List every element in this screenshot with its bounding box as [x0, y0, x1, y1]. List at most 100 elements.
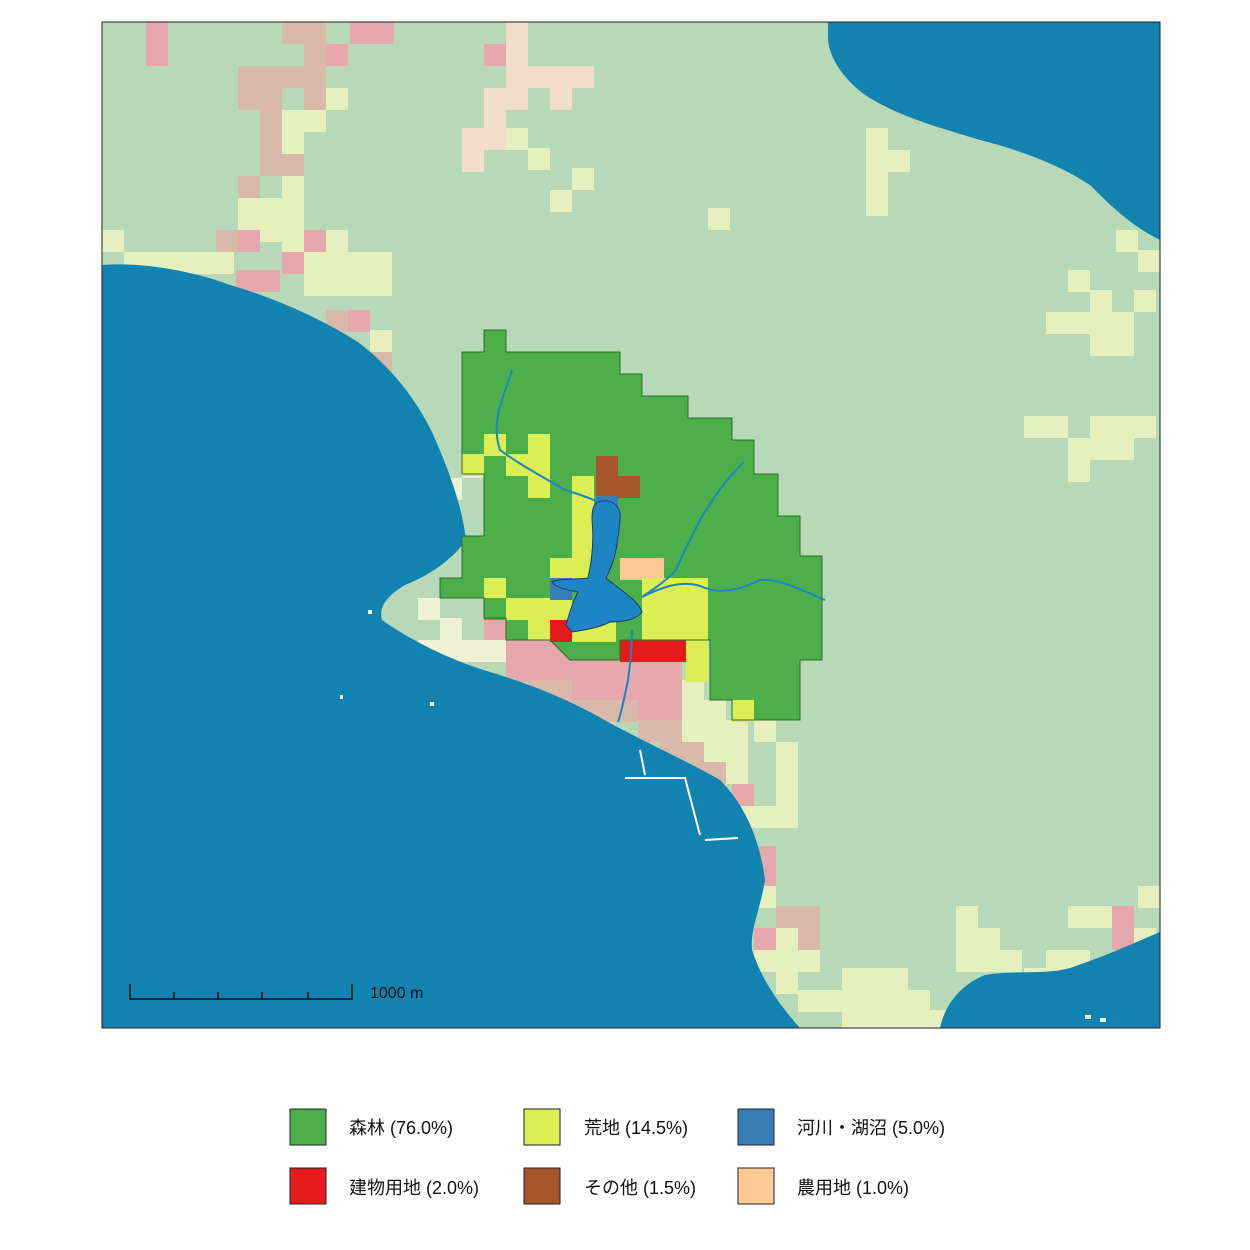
legend-label-farmland: 農用地 (1.0%): [797, 1178, 909, 1198]
background-cell: [326, 88, 348, 110]
background-cell: [462, 128, 484, 150]
background-cell: [754, 742, 776, 764]
background-cell: [908, 990, 930, 1012]
scale-bar-label: 1000 m: [370, 985, 423, 1002]
background-cell: [506, 660, 528, 682]
background-cell: [304, 88, 326, 110]
legend-swatch-other: [523, 1167, 561, 1205]
background-cell: [594, 700, 616, 722]
background-cell: [864, 990, 886, 1012]
study-area-cell: [572, 536, 594, 558]
background-cell: [726, 720, 748, 742]
background-cell: [260, 110, 282, 132]
background-cell: [238, 88, 260, 110]
legend-label-forest: 森林 (76.0%): [349, 1118, 453, 1138]
background-cell: [956, 906, 978, 928]
background-cell: [1090, 438, 1112, 460]
background-cell: [1138, 886, 1160, 908]
background-cell: [238, 176, 260, 198]
background-cell: [978, 950, 1000, 972]
background-cell: [304, 252, 326, 274]
background-cell: [754, 784, 776, 806]
study-area-cell: [642, 558, 664, 580]
background-cell: [212, 252, 234, 274]
background-cell: [682, 742, 704, 764]
background-cell: [682, 720, 704, 742]
background-cell: [506, 88, 528, 110]
background-cell: [370, 274, 392, 296]
background-cell: [754, 720, 776, 742]
study-area-cell: [664, 598, 686, 620]
background-cell: [282, 110, 304, 132]
background-cell: [1068, 460, 1090, 482]
scale-bar-ticks: [173, 992, 309, 999]
background-cell: [236, 270, 258, 292]
background-cell: [260, 66, 282, 88]
background-cell: [146, 22, 168, 44]
background-cell: [304, 66, 326, 88]
background-cell: [550, 88, 572, 110]
background-cell: [350, 22, 372, 44]
background-cell: [260, 220, 282, 242]
background-cell: [238, 230, 260, 252]
background-cell: [348, 310, 370, 332]
background-cell: [594, 680, 616, 702]
background-cell: [348, 274, 370, 296]
legend-label-water: 河川・湖沼 (5.0%): [797, 1118, 945, 1138]
background-cell: [238, 66, 260, 88]
background-cell: [1046, 950, 1068, 972]
background-cell: [1090, 334, 1112, 356]
study-area-cell: [572, 496, 594, 518]
background-cell: [146, 44, 168, 66]
study-area-cell: [664, 640, 686, 662]
background-cell: [864, 968, 886, 990]
background-cell: [704, 742, 726, 764]
breakwater-1: [625, 777, 701, 836]
background-cell: [304, 44, 326, 66]
background-cell: [260, 154, 282, 176]
background-cell: [462, 618, 484, 640]
background-cell: [798, 928, 820, 950]
background-cell: [326, 310, 348, 332]
islet: [1085, 1015, 1091, 1019]
scale-bar: [129, 984, 353, 1000]
background-cell: [616, 680, 638, 702]
background-cell: [304, 22, 326, 44]
legend-swatch-building: [289, 1167, 327, 1205]
background-cell: [708, 208, 730, 230]
background-cell: [1068, 270, 1090, 292]
background-cell: [638, 720, 660, 742]
study-area-cell: [664, 618, 686, 640]
study-area-cell: [642, 618, 664, 640]
breakwater-2: [639, 749, 646, 776]
study-area-cell: [618, 476, 640, 498]
study-area-cell: [528, 598, 550, 620]
background-cell: [732, 784, 754, 806]
background-cell: [754, 806, 776, 828]
background-cell: [258, 270, 280, 292]
background-cell: [754, 762, 776, 784]
background-cell: [550, 190, 572, 212]
background-cell: [776, 784, 798, 806]
study-area-cell: [686, 640, 708, 662]
background-cell: [1112, 438, 1134, 460]
background-cell: [1000, 950, 1022, 972]
background-cell: [842, 1010, 864, 1028]
background-cell: [842, 990, 864, 1012]
background-cell: [528, 148, 550, 170]
legend-swatch-farmland: [737, 1167, 775, 1205]
study-area-cell: [686, 598, 708, 620]
background-cell: [484, 88, 506, 110]
background-cell: [1046, 312, 1068, 334]
legend-label-wasteland: 荒地 (14.5%): [584, 1118, 688, 1138]
background-cell: [776, 950, 798, 972]
background-cell: [1068, 906, 1090, 928]
background-cell: [726, 742, 748, 764]
background-cell: [168, 252, 190, 274]
background-cell: [326, 230, 348, 252]
background-cell: [372, 22, 394, 44]
background-cell: [216, 230, 238, 252]
background-cell: [754, 950, 776, 972]
background-cell: [798, 906, 820, 928]
legend-swatch-water: [737, 1108, 775, 1146]
